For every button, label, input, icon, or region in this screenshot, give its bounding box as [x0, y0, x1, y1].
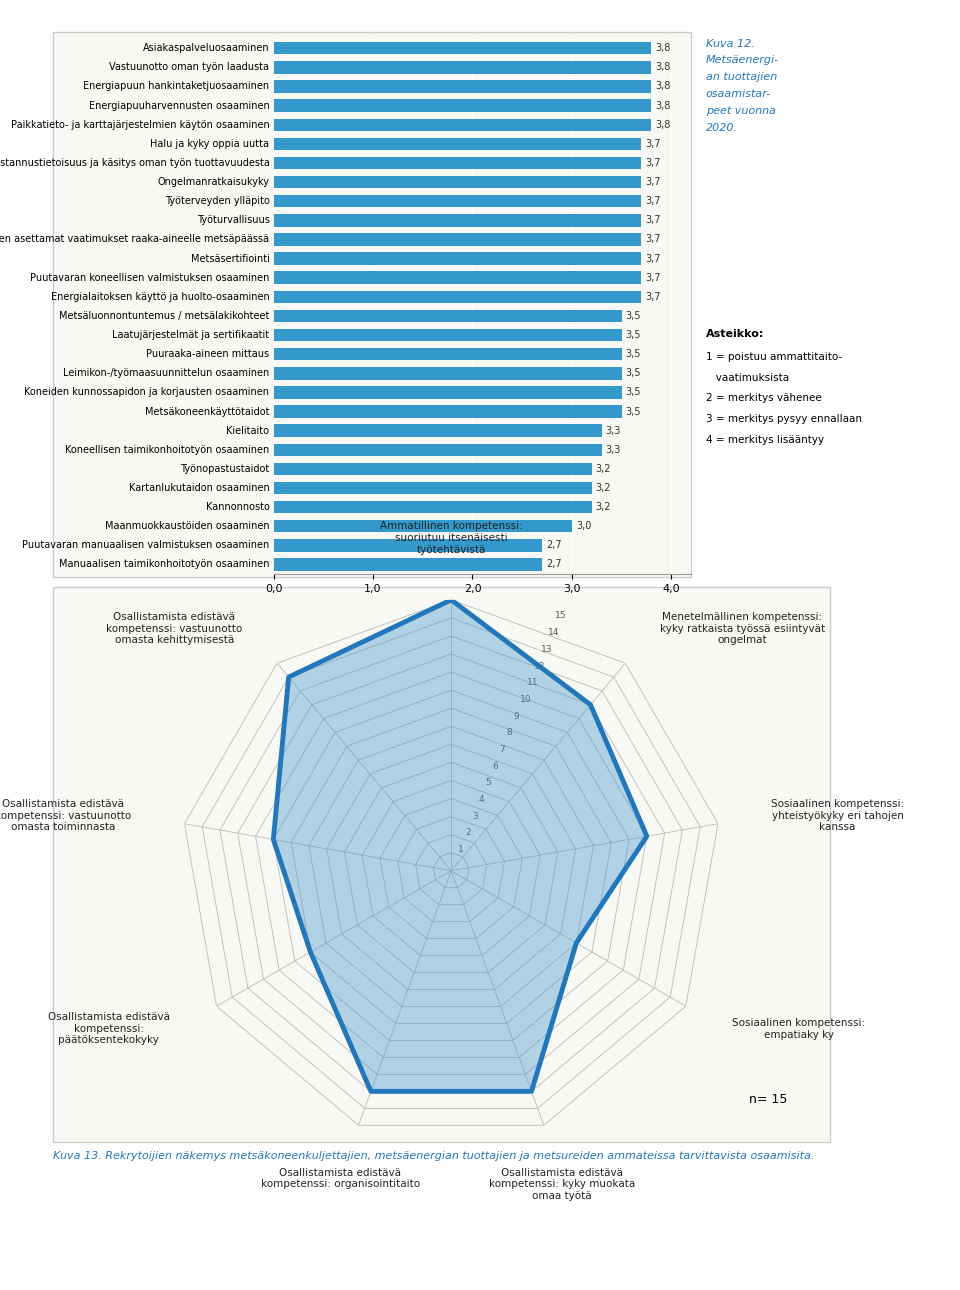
Text: 11: 11	[899, 1241, 922, 1258]
Text: Sosiaalinen kompetenssi:
empatiaky ky: Sosiaalinen kompetenssi: empatiaky ky	[732, 1018, 866, 1040]
Text: TTS:n tiedote: Metsätyö, -energia ja yrittäjyys 7/2013 (768): TTS:n tiedote: Metsätyö, -energia ja yri…	[48, 1242, 542, 1256]
Text: 3,8: 3,8	[656, 101, 671, 111]
Bar	[274, 444, 602, 455]
Bar	[274, 310, 621, 322]
Text: Menetelmällinen kompetenssi:
kyky ratkaista työssä esiintyvät
ongelmat: Menetelmällinen kompetenssi: kyky ratkai…	[660, 611, 825, 645]
Text: 3,5: 3,5	[626, 387, 641, 397]
Text: 3,8: 3,8	[656, 62, 671, 72]
Text: 3,3: 3,3	[606, 426, 621, 436]
Text: vaatimuksista: vaatimuksista	[706, 373, 789, 383]
Text: 3,5: 3,5	[626, 311, 641, 321]
Bar	[274, 138, 641, 150]
Text: 2,7: 2,7	[546, 560, 562, 569]
Bar	[274, 520, 572, 533]
Bar	[274, 539, 542, 552]
Bar	[274, 463, 591, 475]
Text: 3,2: 3,2	[596, 502, 612, 512]
Bar	[274, 175, 641, 188]
Text: Osallistamista edistävä
kompetenssi: vastuunotto
omasta toiminnasta: Osallistamista edistävä kompetenssi: vas…	[0, 800, 132, 832]
Bar	[274, 424, 602, 437]
Text: 3,7: 3,7	[645, 139, 661, 148]
Text: an tuottajien: an tuottajien	[706, 72, 777, 83]
Text: 3,7: 3,7	[645, 235, 661, 245]
Text: 3,2: 3,2	[596, 464, 612, 473]
Bar	[274, 99, 652, 112]
Bar	[274, 271, 641, 284]
Bar	[274, 405, 621, 418]
Bar	[274, 119, 652, 132]
Bar	[274, 43, 652, 54]
Text: Sosiaalinen kompetenssi:
yhteistyökyky eri tahojen
kanssa: Sosiaalinen kompetenssi: yhteistyökyky e…	[771, 800, 904, 832]
Text: Asteikko:: Asteikko:	[706, 329, 764, 339]
Bar	[274, 61, 652, 74]
Text: Metsäenergi-: Metsäenergi-	[706, 55, 779, 66]
Text: 2,7: 2,7	[546, 541, 562, 551]
Text: Kuva 12.: Kuva 12.	[706, 39, 755, 49]
Text: 3,5: 3,5	[626, 350, 641, 359]
Text: Osallistamista edistävä
kompetenssi: kyky muokata
omaa työtä: Osallistamista edistävä kompetenssi: kyk…	[490, 1167, 636, 1201]
Text: 3,2: 3,2	[596, 482, 612, 493]
Bar	[274, 559, 542, 570]
Polygon shape	[274, 600, 647, 1091]
Text: 2 = merkitys vähenee: 2 = merkitys vähenee	[706, 393, 822, 404]
Text: 3,8: 3,8	[656, 81, 671, 92]
Bar	[274, 253, 641, 264]
Text: 3,7: 3,7	[645, 157, 661, 168]
Text: 3,7: 3,7	[645, 292, 661, 302]
Bar	[274, 386, 621, 399]
Text: Osallistamista edistävä
kompetenssi: vastuunotto
omasta kehittymisestä: Osallistamista edistävä kompetenssi: vas…	[107, 611, 243, 645]
Text: 3,7: 3,7	[645, 254, 661, 263]
Text: 3,5: 3,5	[626, 368, 641, 378]
Text: 3,8: 3,8	[656, 120, 671, 130]
Bar	[274, 195, 641, 208]
Text: 2020.: 2020.	[706, 123, 737, 133]
Text: 3,7: 3,7	[645, 272, 661, 283]
Bar	[274, 481, 591, 494]
Text: Ammatillinen kompetenssi:
suoriutuu itsenäisesti
työtehtävistä: Ammatillinen kompetenssi: suoriutuu itse…	[380, 521, 522, 555]
Text: Osallistamista edistävä
kompetenssi:
päätöksentekokyky: Osallistamista edistävä kompetenssi: pää…	[48, 1013, 170, 1045]
Bar	[274, 214, 641, 227]
Text: 3,7: 3,7	[645, 215, 661, 226]
Bar	[274, 80, 652, 93]
Text: Osallistamista edistävä
kompetenssi: organisointitaito: Osallistamista edistävä kompetenssi: org…	[260, 1167, 420, 1189]
Bar	[274, 290, 641, 303]
Text: 3,3: 3,3	[606, 445, 621, 455]
Text: 1 = poistuu ammattitaito-: 1 = poistuu ammattitaito-	[706, 352, 842, 362]
Bar	[274, 368, 621, 379]
Text: osaamistar-: osaamistar-	[706, 89, 771, 99]
Text: 3 = merkitys pysyy ennallaan: 3 = merkitys pysyy ennallaan	[706, 414, 862, 424]
Text: 3,7: 3,7	[645, 196, 661, 206]
Bar	[274, 501, 591, 513]
Text: 3,7: 3,7	[645, 177, 661, 187]
Text: 3,5: 3,5	[626, 406, 641, 417]
Text: 3,5: 3,5	[626, 330, 641, 341]
Bar	[274, 348, 621, 360]
Text: 4 = merkitys lisääntyy: 4 = merkitys lisääntyy	[706, 435, 824, 445]
Text: n= 15: n= 15	[749, 1093, 787, 1106]
Bar	[274, 329, 621, 342]
Text: peet vuonna: peet vuonna	[706, 106, 776, 116]
Bar	[274, 157, 641, 169]
Text: 3,8: 3,8	[656, 44, 671, 53]
Bar	[274, 233, 641, 245]
Text: Kuva 13. Rekrytoijien näkemys metsäkoneenkuljettajien, metsäenergian tuottajien : Kuva 13. Rekrytoijien näkemys metsäkonee…	[53, 1151, 814, 1161]
Text: 3,0: 3,0	[576, 521, 591, 531]
